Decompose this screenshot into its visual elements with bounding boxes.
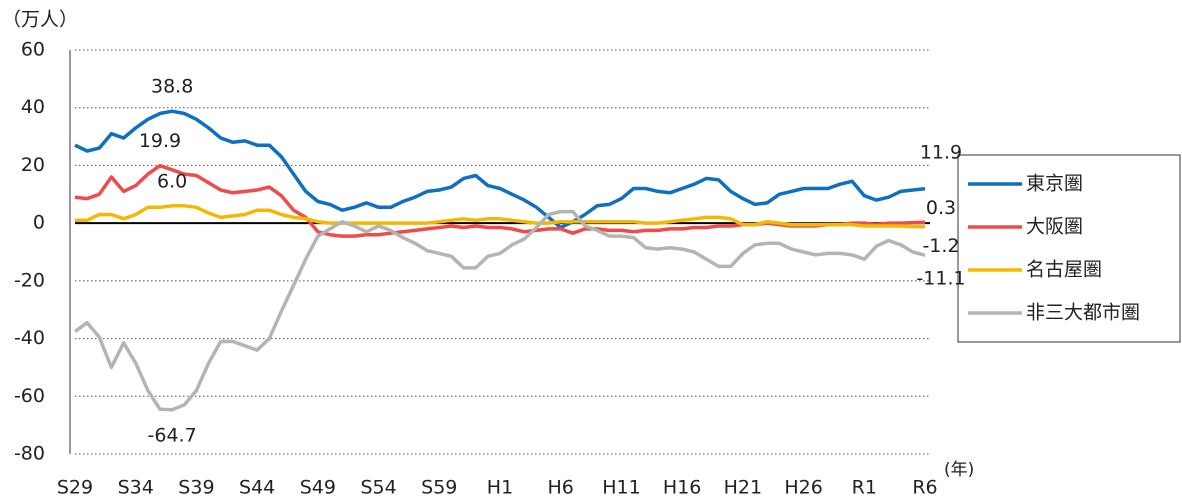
legend-label: 非三大都市圏 [1026,302,1140,324]
x-tick-label: H21 [724,477,762,499]
x-tick-label: S39 [178,477,214,499]
y-tick-label: -20 [14,269,45,291]
x-tick-label: S29 [57,477,93,499]
x-tick-label: S49 [300,477,336,499]
y-tick-label: -60 [14,385,45,407]
data-label: -64.7 [148,424,197,446]
data-label: 19.9 [139,130,181,152]
y-tick-label: 0 [33,212,45,234]
legend-label: 東京圏 [1026,173,1083,195]
x-tick-label: H16 [663,477,701,499]
y-tick-label: 60 [21,39,45,61]
legend-label: 名古屋圏 [1026,259,1102,281]
x-tick-label: S59 [421,477,457,499]
legend-box [957,154,1181,343]
data-label: 6.0 [157,170,187,192]
series-line [75,204,925,229]
x-tick-label: R1 [852,477,877,499]
data-label: -1.2 [922,235,959,257]
x-axis-label: (年) [944,460,974,480]
y-tick-label: 40 [21,96,45,118]
y-axis-label: （万人） [2,9,78,31]
data-label: 38.8 [151,76,193,98]
y-tick-label: -80 [14,443,45,465]
x-tick-label: R6 [912,477,937,499]
data-label: -11.1 [916,268,965,290]
x-tick-label: S34 [118,477,154,499]
x-tick-label: S54 [360,477,396,499]
series-line [74,109,926,230]
x-tick-label: H6 [548,477,574,499]
data-label: 0.3 [926,197,956,219]
data-label: 11.9 [920,141,962,163]
x-tick-label: H26 [784,477,822,499]
series-line [73,209,926,412]
y-tick-label: 20 [21,154,45,176]
x-tick-label: H11 [602,477,640,499]
x-tick-label: H1 [487,477,513,499]
x-tick-label: S44 [239,477,275,499]
legend-label: 大阪圏 [1026,216,1083,238]
y-tick-label: -40 [14,327,45,349]
